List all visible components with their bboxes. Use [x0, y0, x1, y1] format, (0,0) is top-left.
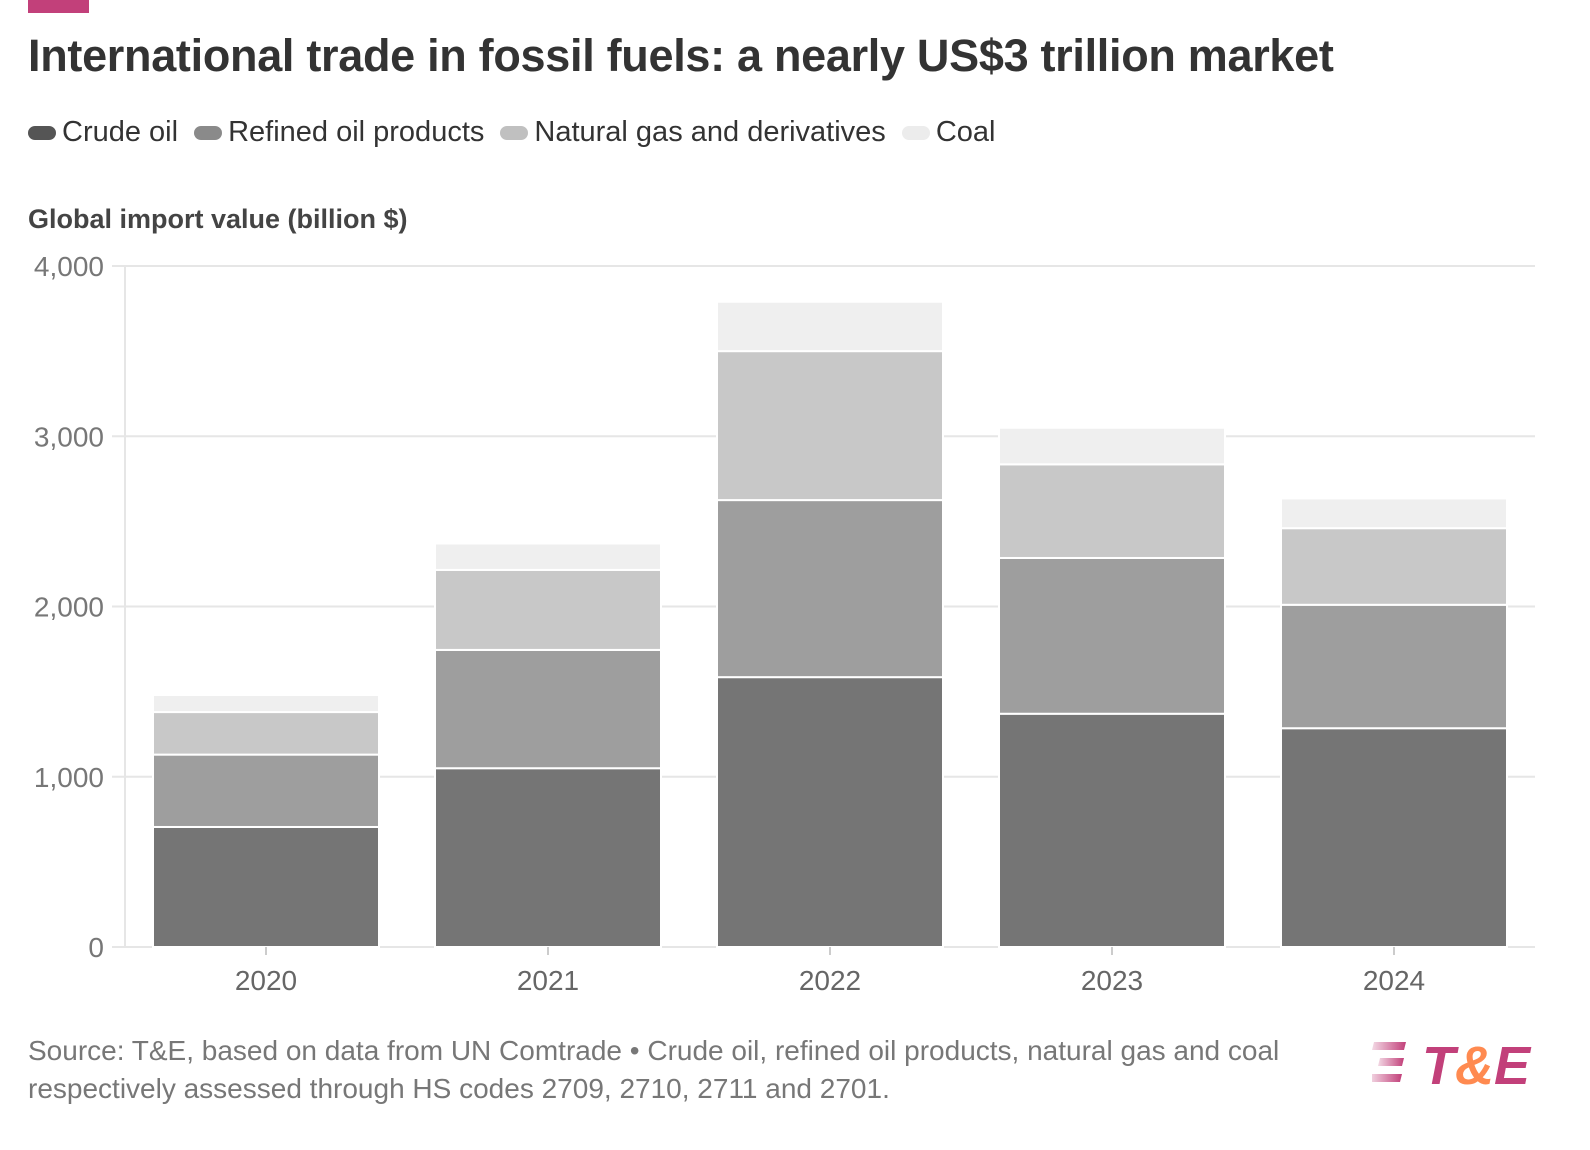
legend-item-natural-gas: Natural gas and derivatives [500, 116, 886, 149]
y-tick-label: 2,000 [34, 592, 104, 623]
x-tick-label: 2021 [517, 965, 579, 996]
bar-refined-oil-products-2021 [434, 648, 662, 770]
bar-coal-2022 [716, 300, 944, 353]
bar-refined-oil-products-2023 [998, 556, 1226, 715]
legend-label: Crude oil [62, 116, 179, 148]
bar-crude-oil-2020 [152, 825, 380, 949]
legend-label: Natural gas and derivatives [534, 116, 886, 148]
bar-crude-oil-2023 [998, 712, 1226, 948]
accent-bar [28, 0, 89, 13]
bar-crude-oil-2022 [716, 676, 944, 948]
bar-coal-2021 [434, 542, 662, 571]
y-tick-label: 1,000 [34, 762, 104, 793]
y-tick-label: 4,000 [34, 251, 104, 282]
svg-text:T&E: T&E [1422, 1038, 1532, 1090]
bar-coal-2020 [152, 694, 380, 714]
legend-swatch [194, 125, 223, 140]
y-axis-label: Global import value (billion $) [28, 204, 408, 234]
legend-label: Coal [935, 116, 996, 148]
source-note: Source: T&E, based on data from UN Comtr… [28, 1035, 1280, 1104]
legend-item-crude-oil: Crude oil [28, 116, 178, 149]
legend-item-refined-oil: Refined oil products [194, 116, 484, 149]
bar-natural-gas-and-derivatives-2022 [716, 350, 944, 502]
legend-swatch [500, 125, 529, 140]
bar-crude-oil-2021 [434, 767, 662, 948]
bar-refined-oil-products-2022 [716, 499, 944, 679]
legend-label: Refined oil products [228, 116, 485, 148]
bar-natural-gas-and-derivatives-2021 [434, 568, 662, 651]
bar-natural-gas-and-derivatives-2020 [152, 711, 380, 756]
x-tick-label: 2022 [799, 965, 861, 996]
legend-item-coal: Coal [901, 116, 996, 149]
logo-icon: T&E [1372, 1038, 1532, 1090]
legend-swatch [901, 125, 930, 140]
bar-refined-oil-products-2024 [1280, 603, 1508, 730]
bar-coal-2023 [998, 426, 1226, 466]
y-tick-label: 3,000 [34, 421, 104, 452]
y-tick-label: 0 [88, 932, 104, 963]
chart-title: International trade in fossil fuels: a n… [28, 30, 1334, 81]
legend: Crude oil Refined oil products Natural g… [28, 116, 995, 149]
bar-natural-gas-and-derivatives-2024 [1280, 527, 1508, 606]
bar-crude-oil-2024 [1280, 727, 1508, 949]
x-tick-label: 2024 [1363, 965, 1425, 996]
bar-natural-gas-and-derivatives-2023 [998, 463, 1226, 559]
x-tick-label: 2023 [1081, 965, 1143, 996]
chart-plot: 0 1,000 2,000 3,000 4,000 2020 2021 2022 2023 202… [34, 251, 1535, 996]
bar-coal-2024 [1280, 497, 1508, 530]
legend-swatch [28, 125, 56, 140]
bar-refined-oil-products-2020 [152, 753, 380, 828]
x-tick-label: 2020 [235, 965, 297, 996]
